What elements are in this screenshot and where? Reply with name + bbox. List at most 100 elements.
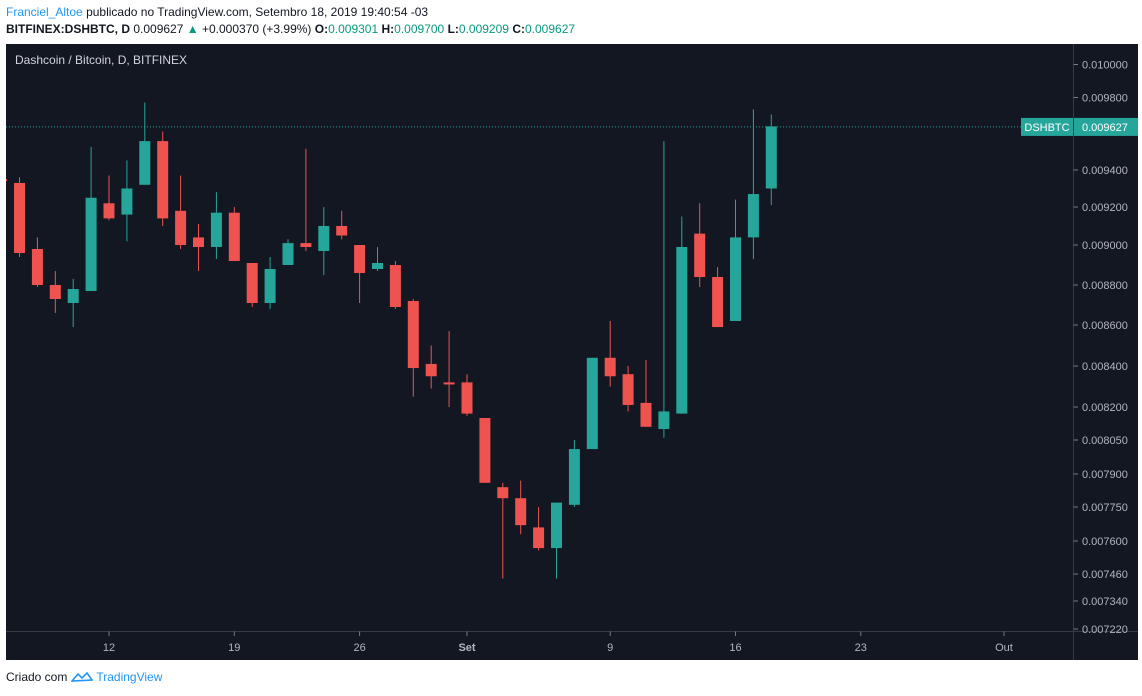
candle (712, 267, 724, 328)
candle-body (121, 188, 133, 215)
candle (676, 216, 688, 414)
candle (31, 237, 43, 287)
time-tick-label: 26 (353, 642, 365, 654)
candle (157, 131, 169, 226)
candle (658, 141, 670, 438)
candle-body (747, 194, 759, 238)
price-tick-label: 0.008400 (1082, 361, 1128, 373)
candle-body (193, 237, 204, 247)
price-tick-label: 0.009800 (1082, 93, 1128, 105)
publish-line: Franciel_Altoe publicado no TradingView.… (6, 5, 428, 19)
candle-body (694, 233, 706, 277)
tradingview-link[interactable]: TradingView (71, 670, 162, 684)
time-tick-label: 16 (729, 642, 741, 654)
chart-background (6, 44, 1138, 660)
chart-title: Dashcoin / Bitcoin, D, BITFINEX (15, 53, 187, 67)
candle-body (246, 263, 258, 303)
candle (461, 374, 473, 416)
candle (425, 345, 437, 389)
candle (407, 299, 419, 397)
author-link[interactable]: Franciel_Altoe (6, 5, 83, 19)
candle (730, 199, 741, 321)
last-price-tag-background (1074, 117, 1138, 136)
candle-body (712, 277, 724, 328)
candle (121, 160, 133, 242)
price-tick-label: 0.007900 (1082, 469, 1128, 481)
symbol-tag-background (1021, 117, 1073, 136)
candle-body (318, 226, 330, 251)
time-tick-label: 9 (607, 642, 613, 654)
low-label: L: (447, 22, 459, 36)
candle-body (67, 289, 79, 303)
candle (6, 179, 8, 182)
candle (568, 440, 580, 507)
candle (103, 175, 115, 221)
candle (622, 366, 634, 412)
candle-body (443, 382, 455, 385)
high-value: 0.009700 (394, 22, 445, 36)
candle-body (14, 182, 25, 253)
price-tick-label: 0.009000 (1082, 240, 1128, 252)
time-tick-label: 23 (855, 642, 867, 654)
candles-layer (6, 102, 777, 579)
candle (318, 207, 330, 275)
candle-body (354, 245, 366, 273)
candle-body (389, 265, 401, 307)
candle (228, 207, 240, 261)
candle (210, 192, 222, 259)
candle-body (551, 502, 562, 549)
time-tick-label: Out (995, 642, 1013, 654)
last-price-layer: DSHBTC 0.009627 (6, 117, 1138, 136)
candle (300, 148, 312, 251)
close-label: C: (512, 22, 525, 36)
candle (694, 203, 706, 287)
candle-body (85, 197, 97, 291)
price-tick-label: 0.008600 (1082, 320, 1128, 332)
candle-body (49, 285, 61, 299)
open-label: O: (314, 22, 329, 36)
candle-body (515, 498, 527, 526)
price-tick-label: 0.010000 (1082, 60, 1128, 72)
candle-body (658, 411, 670, 429)
close-value: 0.009627 (524, 22, 576, 36)
candle (354, 245, 366, 303)
up-arrow-icon: ▲ (186, 22, 199, 36)
candle-body (461, 382, 473, 414)
candle (443, 331, 455, 407)
price-tick-label: 0.007600 (1082, 536, 1128, 548)
price-axis[interactable]: 0.0100000.0098000.0096000.0094000.009200… (1073, 60, 1128, 637)
last-price: 0.009627 (133, 22, 184, 36)
price-chart[interactable]: Dashcoin / Bitcoin, D, BITFINEX 0.010000… (6, 44, 1138, 660)
candle (497, 482, 509, 579)
candle-body (765, 126, 777, 189)
candle (14, 177, 25, 257)
candle-body (157, 141, 169, 219)
candle-body (6, 179, 8, 182)
candle-body (568, 449, 580, 505)
candle-body (604, 357, 616, 377)
candle-body (264, 269, 276, 303)
time-tick-label: 12 (103, 642, 115, 654)
candle-body (497, 487, 509, 499)
change-value: +0.000370 (+3.99%) (201, 22, 312, 36)
candle (336, 210, 348, 240)
candle-body (336, 226, 348, 236)
price-tick-label: 0.008050 (1082, 435, 1128, 447)
symbol-line: BITFINEX:DSHBTC, D 0.009627 ▲ +0.000370 … (6, 22, 575, 36)
footer: Criado com TradingView (6, 670, 162, 684)
candle (139, 102, 151, 185)
open-value: 0.009301 (328, 22, 379, 36)
price-tick-label: 0.007460 (1082, 569, 1128, 581)
price-tick-label: 0.007220 (1082, 624, 1128, 636)
candle-body (300, 243, 312, 247)
candle-body (139, 141, 151, 185)
candle (67, 279, 79, 328)
candle-body (622, 374, 634, 405)
candle (533, 507, 545, 551)
candle (85, 146, 97, 291)
low-value: 0.009209 (458, 22, 509, 36)
candle (765, 114, 777, 206)
time-axis[interactable]: 12 19 26 Set 9 16 23 Out (103, 631, 1013, 655)
candle-body (676, 247, 688, 414)
candle-body (640, 402, 652, 427)
